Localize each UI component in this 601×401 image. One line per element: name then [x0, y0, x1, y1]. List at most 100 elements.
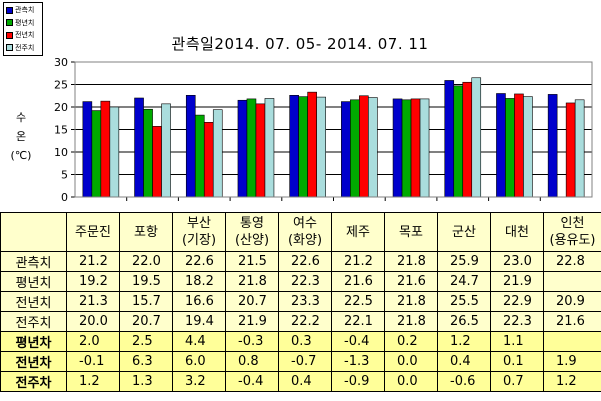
y-tick-label: 5: [61, 169, 68, 182]
table-cell: 21.8: [384, 291, 438, 312]
table-header-cell: 제주: [331, 212, 385, 252]
bar: [505, 98, 515, 198]
table-cell: 21.6: [384, 271, 438, 292]
table-header-cell: 여수 (화양): [278, 212, 332, 252]
bar: [574, 99, 585, 198]
table-cell: 21.6: [543, 311, 601, 332]
table-header-cell: 대천: [490, 212, 544, 252]
table-cell: 21.8: [225, 271, 279, 292]
table-row: 평년차 2.0 2.5 4.4 -0.3 0.3 -0.4 0.2 1.2 1.1: [0, 331, 601, 352]
table-header-cell: 통영 (산양): [225, 212, 279, 252]
table-cell: 3.2: [172, 371, 226, 392]
plot-border: [74, 61, 593, 198]
table-cell: 22.3: [278, 271, 332, 292]
table-cell: 21.3: [66, 291, 120, 312]
table-row: 전주차 1.2 1.3 3.2 -0.4 0.4 -0.9 0.0 -0.6 0.7 1.2: [0, 371, 601, 392]
table-row-label: 전년치: [0, 291, 67, 312]
bar: [161, 103, 171, 198]
bar: [307, 91, 317, 198]
table-cell: 0.2: [384, 331, 438, 352]
bar: [341, 101, 351, 198]
legend-swatch-normal: [6, 19, 13, 27]
table-cell: 20.9: [543, 291, 601, 312]
bar: [212, 109, 223, 198]
bar: [109, 106, 120, 198]
table-header-cell: 부산 (기장): [172, 212, 226, 252]
bar: [359, 95, 369, 198]
chart-title: 관측일2014. 07. 05- 2014. 07. 11: [171, 35, 429, 53]
table-cell: [543, 331, 601, 352]
bar: [496, 93, 506, 198]
table-cell: 4.4: [172, 331, 226, 352]
bar: [444, 80, 455, 198]
bar: [100, 100, 111, 198]
table-row: 평년치 19.2 19.5 18.2 21.8 22.3 21.6 21.6 24.7 21.9: [0, 271, 601, 292]
table-cell: -0.3: [225, 331, 279, 352]
table-cell: 1.2: [66, 371, 120, 392]
bar: [523, 96, 533, 198]
table-cell: 25.5: [437, 291, 491, 312]
legend-entry: 관측치: [6, 4, 40, 17]
table-cell: 20.7: [225, 291, 279, 312]
table-header-cell: 포항: [119, 212, 173, 252]
table-header-cell: 목포: [384, 212, 438, 252]
bar: [203, 122, 214, 198]
table-corner-cell: [0, 212, 67, 252]
bar: [462, 81, 473, 198]
table-cell: 26.5: [437, 311, 491, 332]
table-row-label: 전년차: [0, 351, 67, 372]
table-header-row: 주문진 포항 부산 (기장) 통영 (산양) 여수 (화양) 제주 목포 군산 대천 인천 (용유…: [0, 212, 601, 252]
bar: [255, 103, 266, 198]
table-cell: 1.1: [490, 331, 544, 352]
table-cell: 19.5: [119, 271, 173, 292]
table-cell: 0.7: [490, 371, 544, 392]
bar-chart: 0 5 10 15 20 25 30: [54, 56, 593, 204]
table-cell: 21.2: [66, 251, 120, 272]
table-cell: 0.0: [384, 371, 438, 392]
table-cell: -0.4: [331, 331, 385, 352]
y-tick-label: 0: [61, 191, 68, 204]
table-cell: 2.5: [119, 331, 173, 352]
y-tick-label: 20: [54, 101, 68, 114]
table-cell: -0.7: [278, 351, 332, 372]
legend-swatch-last-week: [6, 44, 13, 52]
table-cell: 1.2: [543, 371, 601, 392]
legend-label: 전주치: [15, 43, 35, 52]
table-cell: 21.9: [225, 311, 279, 332]
chart-legend: 관측치 평년치 전년치 전주치: [3, 2, 43, 56]
table-cell: 22.6: [172, 251, 226, 272]
legend-label: 관측치: [15, 6, 35, 15]
table-cell: -0.9: [331, 371, 385, 392]
table-cell: 22.5: [331, 291, 385, 312]
bar: [565, 102, 576, 198]
table-row: 전년차 -0.1 6.3 6.0 0.8 -0.7 -1.3 0.0 0.4 0.1 1.9: [0, 351, 601, 372]
bar: [134, 97, 144, 198]
legend-label: 전년치: [15, 31, 35, 40]
chart-area: 0 5 10 15 20 25 30 관측치 평년치 전년치 전주치 관측일2014. 07…: [3, 2, 593, 204]
table-cell: 22.2: [278, 311, 332, 332]
table-cell: 6.0: [172, 351, 226, 372]
table-cell: 2.0: [66, 331, 120, 352]
legend-swatch-last-year: [6, 31, 13, 39]
table-row-label: 관측치: [0, 251, 67, 272]
bar: [350, 99, 360, 198]
legend-entry: 평년치: [6, 17, 40, 30]
bar: [419, 98, 430, 198]
table-cell: 22.0: [119, 251, 173, 272]
table-cell: 16.6: [172, 291, 226, 312]
legend-label: 평년치: [15, 18, 35, 27]
bar: [401, 99, 412, 198]
bar: [185, 95, 196, 198]
table-cell: 21.6: [331, 271, 385, 292]
bar: [514, 93, 524, 198]
legend-swatch-observed: [6, 6, 13, 14]
bar: [264, 98, 275, 198]
y-tick-label: 10: [54, 146, 68, 159]
table-cell: [543, 271, 601, 292]
bar: [410, 98, 421, 198]
bar: [453, 85, 464, 198]
table-cell: 20.0: [66, 311, 120, 332]
table-cell: 0.8: [225, 351, 279, 372]
table-cell: 22.8: [543, 251, 601, 272]
bar: [471, 77, 482, 198]
